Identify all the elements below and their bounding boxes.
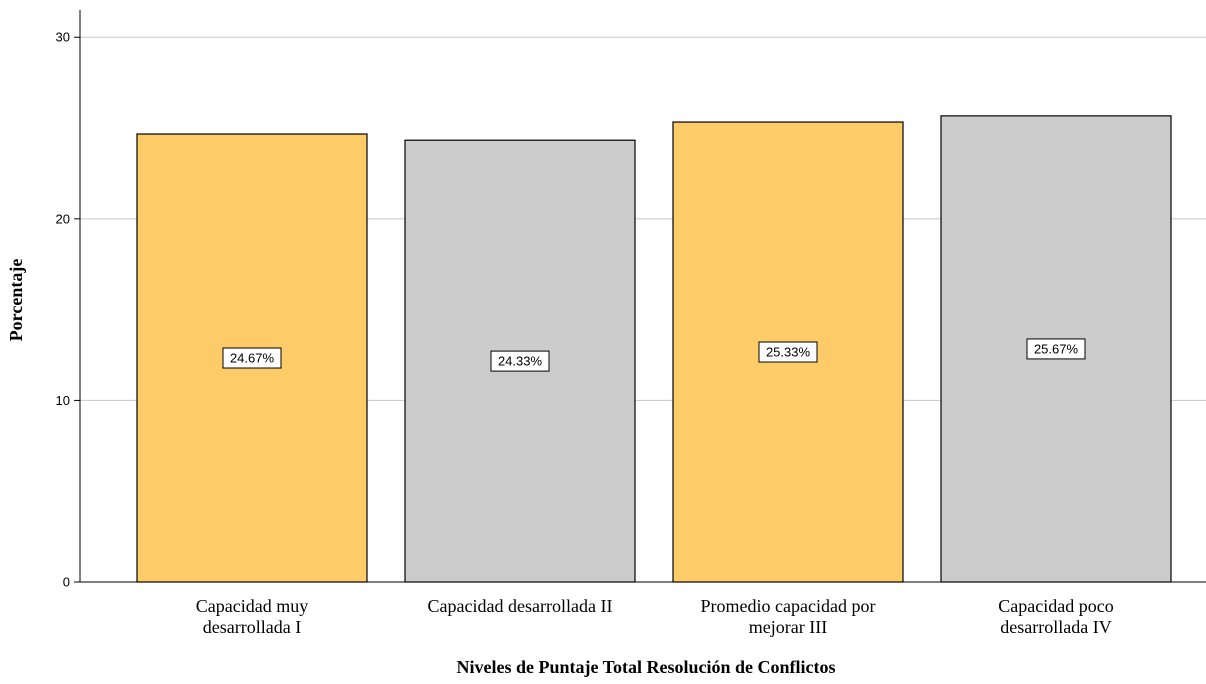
data-label-text: 25.67%	[1034, 341, 1079, 356]
y-axis-title: Porcentaje	[6, 259, 26, 342]
y-tick-label: 0	[63, 575, 70, 590]
data-label-2: 24.33%	[490, 350, 550, 372]
x-category-label-4: Capacidad poco desarrollada IV	[998, 596, 1113, 637]
x-category-label-1: Capacidad muy desarrollada I	[196, 596, 308, 637]
data-label-1: 24.67%	[222, 347, 282, 369]
data-label-text: 25.33%	[766, 345, 811, 360]
data-label-box	[1026, 338, 1086, 360]
axes	[79, 10, 1206, 583]
data-label-box	[222, 347, 282, 369]
x-category-label-2: Capacidad desarrollada II	[428, 596, 613, 616]
y-tick-label: 30	[56, 30, 70, 45]
data-label-box	[490, 350, 550, 372]
data-label-3: 25.33%	[758, 341, 818, 363]
y-tick-label: 10	[56, 393, 70, 408]
x-category-labels: Capacidad muy desarrollada I Capacidad des…	[196, 596, 1114, 637]
x-axis-title: Niveles de Puntaje Total Resolución de C…	[456, 657, 835, 677]
data-label-box	[758, 341, 818, 363]
y-tick-label: 20	[56, 211, 70, 226]
bars	[136, 115, 1172, 583]
data-label-text: 24.67%	[230, 351, 275, 366]
data-label-4: 25.67%	[1026, 338, 1086, 360]
data-labels: 24.67% 24.33% 25.33% 25.67%	[222, 338, 1086, 372]
x-category-label-3: Promedio capacidad por mejorar III	[701, 596, 876, 637]
data-label-text: 24.33%	[498, 354, 543, 369]
y-tick-labels: 0 10 20 30	[56, 30, 80, 590]
